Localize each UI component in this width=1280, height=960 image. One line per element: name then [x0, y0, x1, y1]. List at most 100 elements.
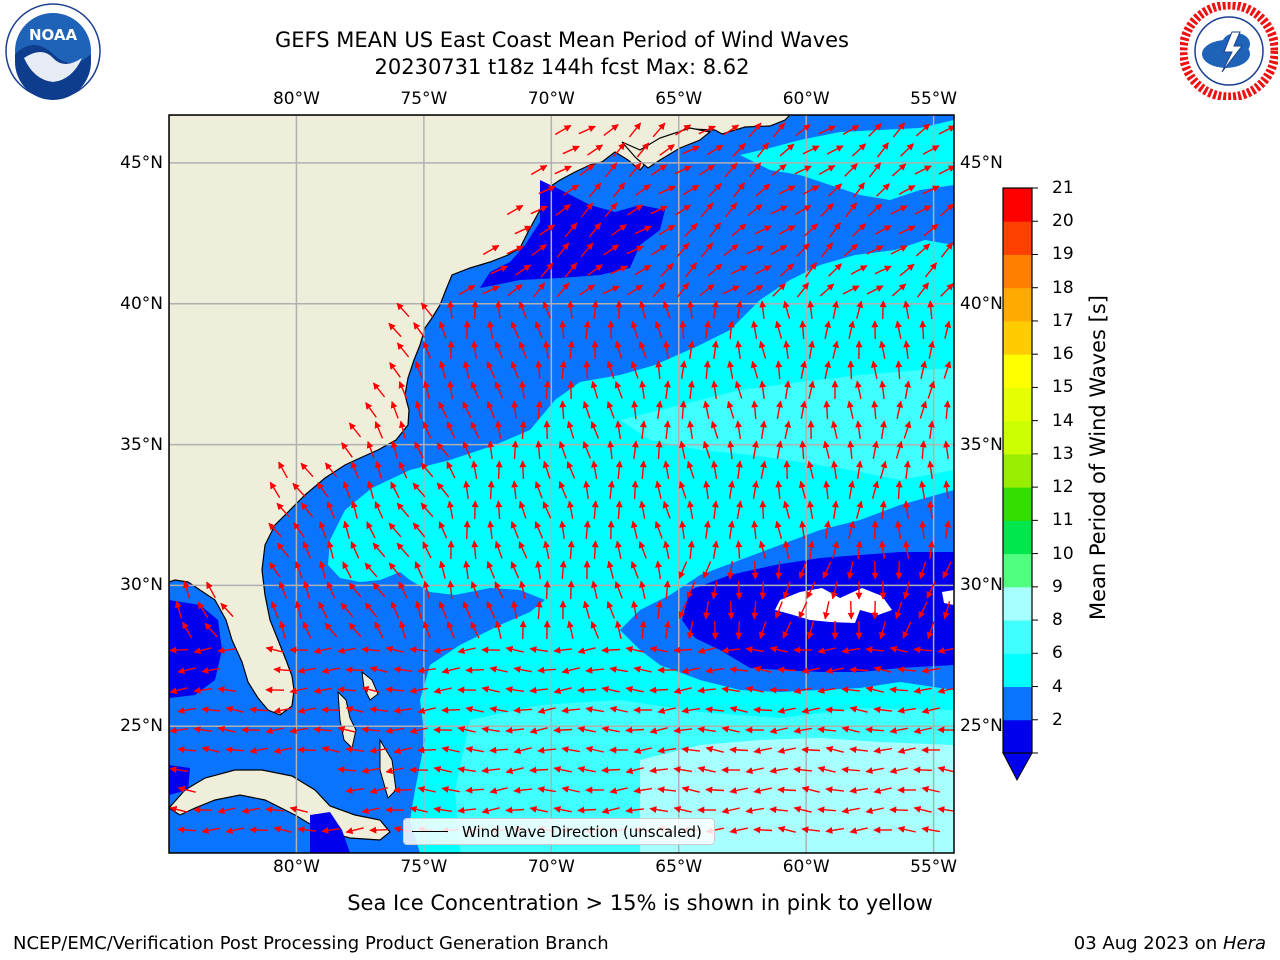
- wind-wave-arrow: [559, 520, 567, 540]
- wind-wave-arrow: [482, 244, 500, 256]
- wind-wave-arrow: [590, 421, 600, 439]
- wind-wave-arrow: [918, 601, 928, 619]
- wind-wave-arrow: [939, 203, 954, 217]
- wind-wave-arrow: [897, 666, 916, 674]
- wind-wave-arrow: [607, 440, 615, 459]
- wind-wave-arrow: [567, 340, 575, 360]
- wind-wave-arrow: [433, 687, 452, 695]
- wind-wave-arrow: [446, 461, 456, 479]
- wind-wave-arrow: [587, 144, 604, 156]
- wind-wave-arrow: [494, 581, 504, 599]
- wind-wave-arrow: [603, 124, 619, 136]
- wind-wave-arrow: [374, 501, 384, 519]
- wind-wave-arrow: [705, 786, 725, 794]
- wind-wave-arrow: [848, 520, 856, 539]
- wind-wave-arrow: [555, 204, 571, 216]
- colorbar-tick-label: 17: [1052, 310, 1074, 331]
- wind-wave-arrow: [831, 460, 839, 480]
- wind-wave-arrow: [529, 727, 548, 735]
- wind-wave-arrow: [732, 142, 746, 157]
- wind-wave-arrow: [393, 666, 412, 674]
- wind-wave-arrow: [300, 502, 314, 518]
- wind-wave-arrow: [361, 726, 381, 734]
- wind-wave-arrow: [752, 440, 759, 460]
- wind-wave-arrow: [850, 265, 868, 275]
- wind-wave-arrow: [942, 601, 951, 620]
- wind-wave-arrow: [796, 282, 810, 298]
- wind-wave-arrow: [558, 440, 567, 459]
- wind-wave-arrow: [928, 340, 935, 359]
- wind-wave-arrow: [609, 787, 628, 795]
- wind-wave-arrow: [610, 265, 628, 275]
- wind-wave-arrow: [348, 582, 362, 598]
- wind-wave-arrow: [921, 707, 940, 715]
- wind-wave-arrow: [169, 726, 188, 734]
- lat-tick-left: 30°N: [120, 575, 163, 596]
- lon-tick-bottom: 55°W: [910, 857, 958, 877]
- wind-wave-arrow: [745, 685, 764, 693]
- wind-wave-arrow: [940, 283, 954, 297]
- wind-wave-arrow: [654, 520, 663, 539]
- footer-date-text: 03 Aug 2023 on: [1073, 933, 1223, 954]
- wind-wave-arrow: [361, 685, 380, 693]
- wind-wave-arrow: [824, 360, 831, 379]
- wind-wave-arrow: [297, 826, 316, 834]
- wind-wave-arrow: [735, 340, 743, 359]
- footer-credit: NCEP/EMC/Verification Post Processing Pr…: [13, 933, 609, 954]
- wind-wave-arrow: [639, 500, 646, 519]
- wind-wave-arrow: [441, 706, 461, 714]
- wind-wave-arrow: [831, 500, 839, 519]
- wind-wave-arrow: [751, 520, 759, 540]
- wind-wave-arrow: [486, 601, 496, 619]
- wind-wave-arrow: [393, 706, 413, 714]
- wind-wave-arrow: [591, 300, 599, 320]
- wind-wave-arrow: [433, 647, 453, 654]
- wind-wave-arrow: [889, 806, 909, 814]
- wind-wave-arrow: [735, 580, 743, 600]
- wind-wave-arrow: [606, 560, 614, 579]
- wind-wave-arrow: [313, 726, 333, 734]
- wind-wave-arrow: [926, 581, 936, 599]
- wind-wave-arrow: [855, 460, 863, 480]
- wind-wave-arrow: [705, 706, 724, 714]
- wind-wave-arrow: [847, 561, 854, 580]
- wind-wave-arrow: [772, 283, 786, 297]
- wind-wave-arrow: [687, 540, 695, 560]
- wind-wave-arrow: [518, 580, 526, 599]
- wind-wave-arrow: [561, 706, 581, 714]
- wind-wave-arrow: [374, 621, 384, 639]
- wind-wave-arrow: [777, 786, 797, 794]
- wind-wave-arrow: [414, 600, 422, 619]
- lon-tick-bottom: 70°W: [527, 857, 575, 877]
- wind-wave-arrow: [625, 726, 645, 734]
- wind-wave-arrow: [873, 787, 892, 795]
- wind-wave-arrow: [779, 263, 795, 277]
- wind-wave-arrow: [249, 826, 269, 834]
- wind-wave-arrow: [537, 746, 557, 754]
- wind-wave-arrow: [844, 202, 858, 218]
- wind-wave-arrow: [703, 600, 711, 620]
- wind-wave-arrow: [324, 622, 338, 638]
- wind-wave-arrow: [759, 580, 767, 600]
- wind-wave-arrow: [866, 285, 884, 295]
- wind-wave-arrow: [916, 282, 930, 298]
- wind-wave-arrow: [417, 746, 437, 754]
- wind-wave-arrow: [663, 380, 671, 399]
- wind-wave-arrow: [636, 142, 650, 158]
- wind-wave-arrow: [289, 727, 308, 734]
- wind-wave-arrow: [563, 184, 580, 196]
- wind-wave-arrow: [625, 686, 644, 693]
- wind-wave-arrow: [518, 300, 527, 319]
- wind-wave-arrow: [711, 380, 719, 400]
- wind-wave-arrow: [817, 687, 837, 694]
- wind-wave-arrow: [612, 142, 626, 158]
- wind-wave-arrow: [679, 440, 686, 459]
- wind-wave-arrow: [534, 521, 544, 539]
- wind-wave-arrow: [583, 360, 591, 380]
- wind-wave-arrow: [673, 805, 692, 813]
- wind-wave-arrow: [649, 727, 668, 735]
- wind-wave-arrow: [655, 360, 663, 380]
- wind-wave-arrow: [922, 185, 940, 195]
- wind-wave-arrow: [177, 707, 197, 714]
